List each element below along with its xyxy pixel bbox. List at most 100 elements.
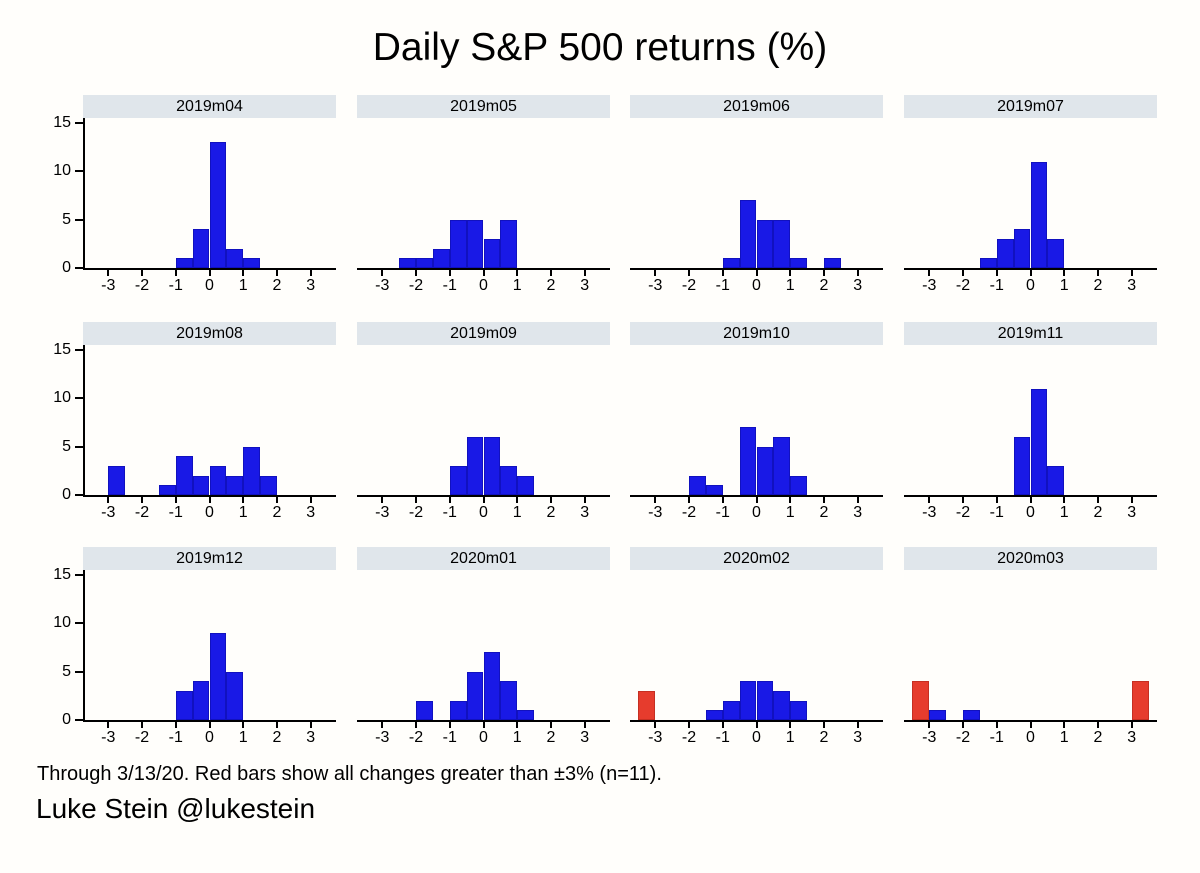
- x-tick: [688, 270, 691, 276]
- x-tick: [174, 497, 177, 503]
- y-tick: [75, 348, 83, 351]
- y-tick-label: 15: [53, 340, 71, 358]
- return-bar: [979, 258, 997, 268]
- return-bar: [1030, 388, 1048, 495]
- x-tick: [549, 497, 552, 503]
- x-tick-label: -2: [955, 277, 971, 294]
- return-bar: [517, 710, 535, 720]
- x-tick-label: 0: [479, 504, 488, 521]
- x-tick: [583, 270, 586, 276]
- x-axis: -3 -2 -1 0 1 2 3: [83, 270, 336, 302]
- extreme-return-bar: [1131, 681, 1149, 720]
- x-tick: [789, 722, 792, 728]
- x-axis: -3 -2 -1 0 1 2 3: [904, 497, 1157, 529]
- x-tick: [275, 270, 278, 276]
- return-bar: [1013, 436, 1031, 495]
- x-tick-label: -3: [922, 277, 937, 294]
- return-bar: [1030, 161, 1048, 268]
- x-tick: [516, 270, 519, 276]
- x-tick: [928, 722, 931, 728]
- return-bar: [773, 436, 791, 495]
- x-tick-label: 1: [785, 277, 795, 294]
- x-tick-label: 2: [546, 277, 556, 294]
- x-tick-label: -1: [989, 729, 1004, 746]
- x-axis: -3 -2 -1 0 1 2 3: [904, 722, 1157, 754]
- plot-area: 0 5 10 15: [53, 566, 336, 728]
- return-bar: [192, 475, 210, 495]
- x-tick-label: 3: [306, 729, 316, 746]
- return-bar: [739, 200, 757, 268]
- x-tick: [275, 497, 278, 503]
- histogram-panel-2019m06: 2019m06 -3 -2 -1 0 1 2 3: [630, 95, 883, 302]
- return-bar: [756, 446, 774, 495]
- x-tick: [381, 270, 384, 276]
- x-tick: [107, 722, 110, 728]
- x-tick: [448, 270, 451, 276]
- x-tick-label: -1: [715, 504, 730, 521]
- x-tick-label: -2: [408, 277, 424, 294]
- return-bar: [963, 710, 980, 720]
- return-bar: [449, 219, 467, 268]
- y-tick-label: 15: [53, 113, 71, 131]
- x-tick-label: 3: [1127, 277, 1137, 294]
- y-tick: [75, 218, 83, 221]
- x-tick-label: -1: [168, 504, 183, 521]
- return-bar: [466, 219, 484, 268]
- return-bar: [773, 690, 791, 720]
- x-axis: -3 -2 -1 0 1 2 3: [357, 722, 610, 754]
- x-tick-label: -3: [648, 729, 663, 746]
- x-tick-label: 0: [479, 729, 488, 746]
- x-tick-label: 2: [819, 504, 829, 521]
- return-bar: [996, 238, 1014, 268]
- y-tick-label: 0: [62, 711, 71, 728]
- return-bar: [790, 475, 808, 495]
- x-tick-label: -2: [408, 504, 424, 521]
- x-tick: [755, 722, 758, 728]
- x-tick-label: -2: [681, 504, 697, 521]
- x-tick-label: 1: [512, 277, 522, 294]
- x-tick-label: -2: [681, 277, 697, 294]
- return-bar: [1047, 465, 1065, 495]
- plot-area: 0 5 10 15: [53, 341, 336, 503]
- histogram-panel-2019m09: 2019m09 -3 -2 -1 0 1 2 3: [357, 322, 610, 529]
- x-tick: [1063, 497, 1066, 503]
- x-tick: [583, 722, 586, 728]
- return-bar: [790, 700, 808, 720]
- x-tick: [789, 270, 792, 276]
- x-tick-label: 3: [306, 504, 316, 521]
- plot-area: [630, 118, 883, 270]
- return-bar: [483, 238, 501, 268]
- x-tick: [208, 497, 211, 503]
- histogram-panel-2019m12: 2019m12 0 5 10 15 -3 -2 -1 0 1 2 3: [53, 547, 336, 754]
- plot-area: [904, 345, 1157, 497]
- histogram-panel-2020m02: 2020m02 -3 -2 -1 0 1 2 3: [630, 547, 883, 754]
- plot-area: [630, 345, 883, 497]
- x-tick-label: 2: [819, 729, 829, 746]
- y-tick-label: 15: [53, 565, 71, 583]
- return-bar: [1013, 229, 1031, 268]
- x-tick: [415, 722, 418, 728]
- x-tick: [141, 497, 144, 503]
- y-tick: [75, 622, 83, 625]
- x-tick-label: 0: [752, 729, 761, 746]
- x-tick-label: 0: [205, 277, 214, 294]
- x-tick-label: -2: [134, 729, 150, 746]
- x-tick: [995, 722, 998, 728]
- y-tick-label: 10: [53, 389, 71, 407]
- x-tick: [688, 722, 691, 728]
- return-bar: [449, 700, 467, 720]
- x-tick-label: -3: [375, 729, 390, 746]
- x-tick: [755, 497, 758, 503]
- x-tick-label: 1: [512, 504, 522, 521]
- y-tick: [75, 267, 83, 269]
- return-bar: [739, 681, 757, 720]
- x-axis: -3 -2 -1 0 1 2 3: [630, 497, 883, 529]
- x-tick: [654, 497, 657, 503]
- x-tick-label: 3: [1127, 729, 1137, 746]
- x-tick-label: -2: [681, 729, 697, 746]
- y-tick: [75, 170, 83, 173]
- x-axis: -3 -2 -1 0 1 2 3: [83, 497, 336, 529]
- y-axis-line: [83, 345, 85, 495]
- plot-area: [630, 570, 883, 722]
- panel-title: 2019m12: [83, 547, 336, 570]
